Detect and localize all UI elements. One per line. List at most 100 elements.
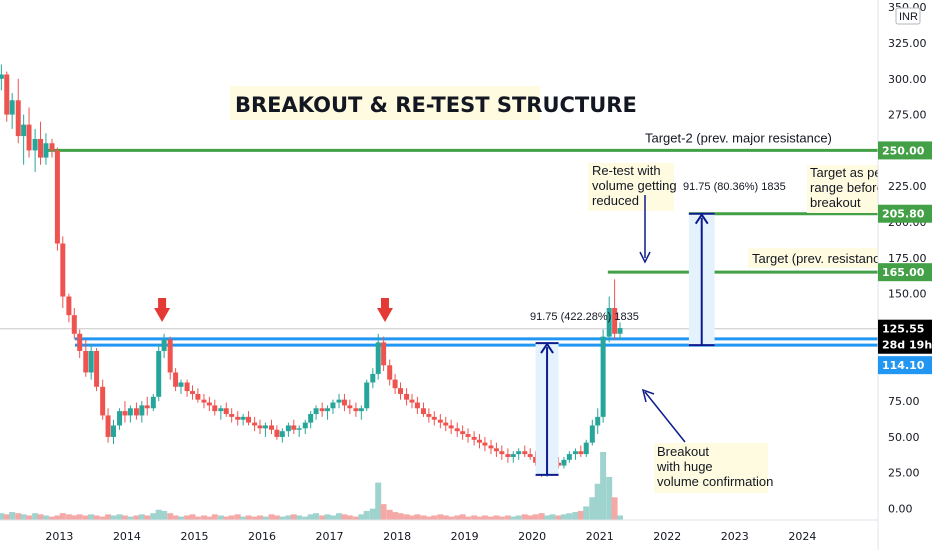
candle-body	[206, 402, 212, 406]
volume-bar	[59, 513, 66, 520]
volume-bar	[178, 516, 185, 520]
candle-body	[420, 408, 426, 414]
resistance-arrow-icon	[154, 298, 171, 322]
candle-body	[71, 315, 77, 334]
volume-bar	[380, 504, 387, 520]
candle-body	[493, 448, 499, 452]
candle-body	[477, 439, 483, 443]
candle-body	[279, 431, 285, 437]
volume-bar	[600, 452, 607, 520]
candle-body	[66, 296, 72, 316]
x-tick-label: 2013	[45, 530, 73, 543]
candle-body	[15, 100, 21, 137]
volume-bar	[32, 513, 39, 520]
volume-bar	[313, 513, 320, 520]
volume-bar	[498, 516, 505, 520]
candle-body	[522, 451, 528, 455]
retest-note: volume getting	[592, 178, 677, 193]
candle-body	[54, 150, 60, 244]
breakout-note: with huge	[656, 459, 713, 474]
candle-body	[375, 342, 381, 374]
volume-bar	[577, 510, 584, 520]
volume-bar	[105, 514, 112, 520]
candle-body	[195, 393, 201, 400]
retest-note: reduced	[592, 193, 639, 208]
price-tag-label: 165.00	[882, 266, 925, 279]
target1-label-bg	[748, 248, 880, 269]
y-tick-label: 300.00	[888, 73, 927, 86]
resistance-arrow-icon	[376, 298, 393, 322]
candle-body	[454, 428, 460, 432]
candle-body	[262, 425, 268, 429]
candle-body	[156, 350, 162, 397]
volume-bar	[363, 510, 370, 520]
candle-body	[404, 393, 410, 400]
candle-body	[600, 336, 606, 417]
candle-body	[229, 413, 235, 417]
candle-body	[32, 138, 38, 151]
candle-body	[218, 408, 224, 412]
candle-body	[296, 428, 302, 430]
candle-body	[83, 350, 89, 373]
y-tick-label: 325.00	[888, 37, 927, 50]
candle-body	[381, 342, 387, 366]
volume-bar	[217, 515, 224, 520]
candle-body	[88, 350, 94, 373]
candle-body	[617, 328, 623, 334]
candle-body	[414, 402, 420, 409]
volume-bar	[488, 516, 495, 520]
candle-body	[49, 143, 55, 151]
volume-bar	[3, 514, 10, 520]
candle-body	[144, 405, 150, 409]
volume-bar	[397, 513, 404, 520]
volume-bar	[296, 515, 303, 520]
candle-body	[465, 434, 471, 437]
measure-arrowhead	[540, 342, 554, 354]
volume-bar	[437, 514, 444, 520]
candle-body	[178, 382, 184, 387]
horizontal-levels	[0, 148, 878, 347]
volume-bar	[71, 515, 78, 520]
currency-badge: INR	[895, 7, 921, 25]
volume-bar	[42, 515, 49, 520]
y-tick-label: 25.00	[888, 467, 920, 480]
volume-bar	[589, 497, 596, 520]
volume-bar	[336, 513, 343, 520]
candle-body	[184, 382, 190, 392]
x-tick-label: 2024	[788, 530, 816, 543]
volume-bar	[307, 514, 314, 520]
candle-body	[201, 399, 207, 403]
candle-body	[325, 408, 331, 412]
y-tick-label: 50.00	[888, 431, 920, 444]
x-tick-label: 2017	[316, 530, 344, 543]
volume-bar	[245, 515, 252, 520]
candle-body	[527, 454, 533, 457]
candle-body	[252, 422, 258, 426]
volume-bar	[515, 515, 522, 520]
candle-body	[516, 451, 522, 455]
candle-body	[505, 454, 511, 457]
countdown-label: 28d 19h	[882, 339, 932, 352]
volume-bar	[386, 509, 393, 520]
candle-body	[398, 388, 404, 394]
volume-bar	[476, 516, 483, 520]
volume-bar	[223, 516, 230, 520]
volume-bar	[194, 516, 201, 520]
candle-body	[100, 386, 106, 416]
overlays: 91.75 (422.28%) 1835 91.75 (80.36%) 1835 T…	[154, 130, 891, 493]
target-range-label: range before	[810, 180, 884, 195]
candle-body	[566, 454, 572, 460]
volume-bar	[0, 513, 5, 520]
volume-bar	[228, 515, 235, 520]
target2-label: Target-2 (prev. major resistance)	[645, 130, 832, 145]
volume-bar	[49, 516, 56, 520]
volume-bar	[566, 513, 573, 520]
candle-body	[583, 442, 589, 455]
candle-body	[77, 333, 83, 351]
volume-bar	[549, 514, 556, 520]
volume-bar	[352, 516, 359, 520]
volume-bar	[262, 516, 269, 520]
volume-bar	[527, 515, 534, 520]
candle-body	[364, 382, 370, 409]
